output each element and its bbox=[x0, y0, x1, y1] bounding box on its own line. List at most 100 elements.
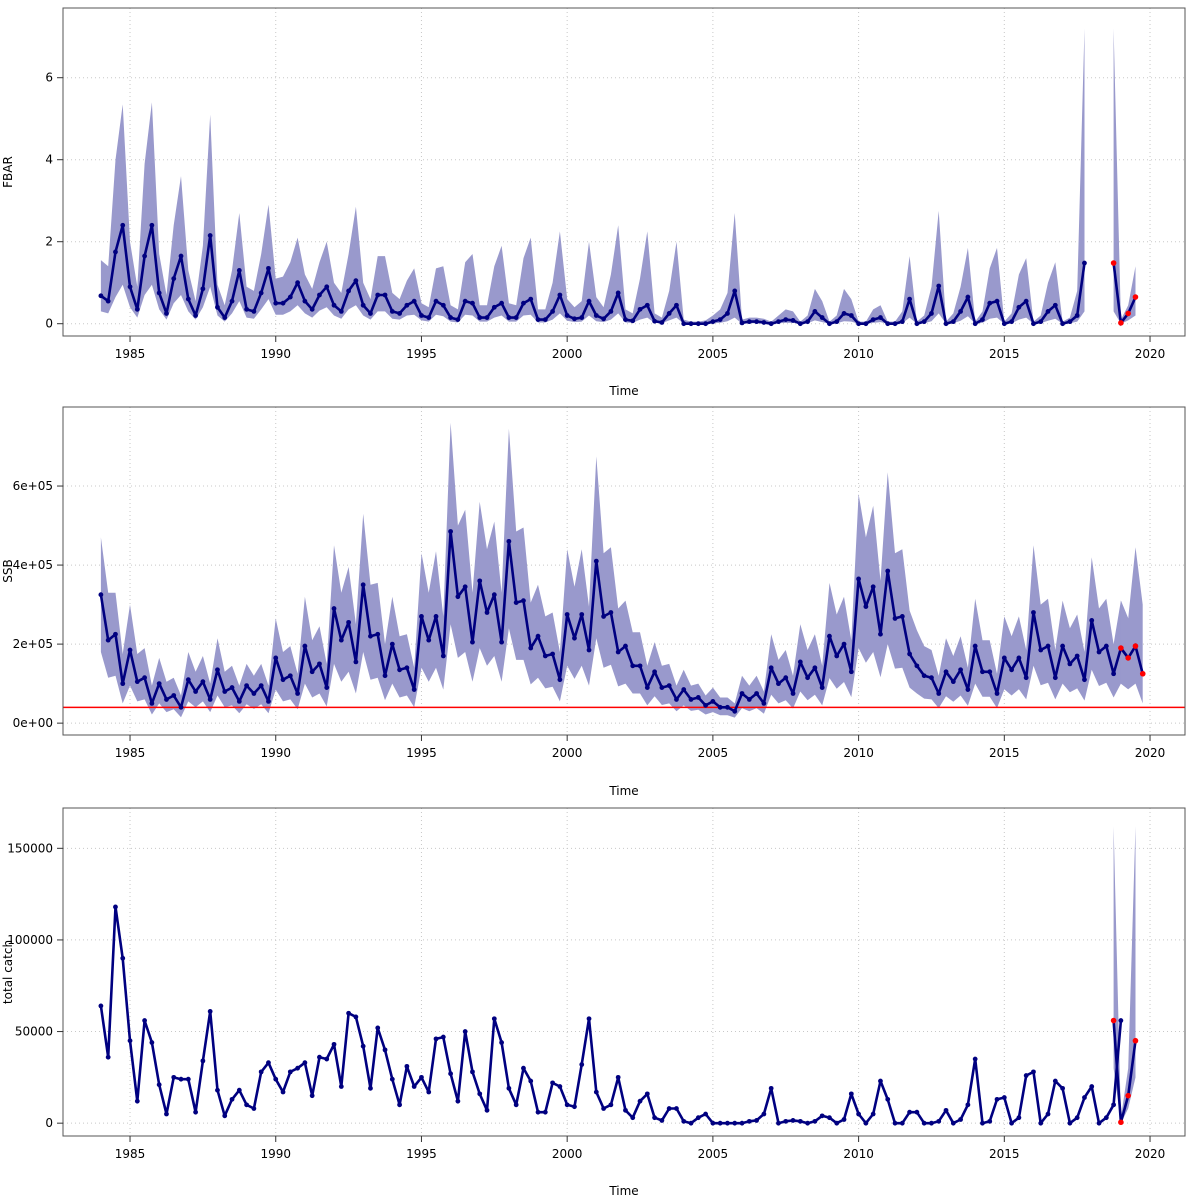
fbar-y-tick-label: 4 bbox=[45, 153, 53, 167]
catch-projection-point bbox=[1118, 1119, 1124, 1126]
ssb-point bbox=[841, 641, 847, 647]
ssb-point bbox=[419, 614, 424, 619]
ssb-point bbox=[156, 681, 162, 687]
ssb-point bbox=[499, 639, 504, 645]
ssb-y-tick-label: 4e+05 bbox=[13, 558, 53, 572]
ssb-point bbox=[433, 614, 439, 619]
ssb-x-tick-label: 2005 bbox=[698, 746, 729, 760]
fbar-point bbox=[462, 298, 468, 304]
fbar-point bbox=[790, 318, 796, 323]
ssb-point bbox=[120, 681, 126, 687]
catch-x-tick-label: 1985 bbox=[115, 1147, 146, 1161]
catch-point bbox=[171, 1074, 177, 1080]
catch-y-tick-label: 150000 bbox=[7, 841, 53, 855]
catch-point bbox=[674, 1106, 679, 1111]
fbar-point bbox=[295, 280, 300, 286]
ssb-point bbox=[776, 681, 781, 687]
ssb-point bbox=[98, 592, 104, 598]
ssb-point bbox=[513, 600, 519, 606]
catch-point bbox=[1045, 1111, 1051, 1117]
ssb-point bbox=[870, 584, 876, 590]
catch-point bbox=[491, 1016, 497, 1022]
ssb-point bbox=[725, 704, 730, 710]
fbar-point bbox=[914, 321, 920, 327]
ssb-point bbox=[185, 677, 191, 683]
catch-point bbox=[754, 1118, 759, 1123]
ssb-point bbox=[462, 584, 468, 590]
catch-point bbox=[1089, 1084, 1095, 1089]
catch-x-tick-label: 2020 bbox=[1135, 1147, 1166, 1161]
ssb-point bbox=[215, 667, 220, 673]
fbar-point bbox=[433, 298, 439, 304]
fbar-x-tick-label: 1995 bbox=[406, 347, 437, 361]
catch-y-tick-label: 50000 bbox=[15, 1025, 53, 1039]
ssb-point bbox=[1009, 667, 1014, 673]
ssb-point bbox=[856, 576, 861, 582]
catch-point bbox=[207, 1008, 213, 1014]
fbar-y-axis-label: FBAR bbox=[1, 156, 15, 188]
catch-point bbox=[338, 1084, 344, 1089]
fbar-point bbox=[302, 298, 308, 304]
ssb-point bbox=[389, 641, 395, 647]
ssb-x-tick-label: 2010 bbox=[843, 746, 874, 760]
catch-point bbox=[615, 1074, 621, 1080]
catch-point bbox=[185, 1076, 191, 1082]
fbar-point bbox=[761, 320, 767, 325]
fbar-point bbox=[899, 319, 905, 325]
catch-point bbox=[215, 1087, 220, 1093]
ssb-point bbox=[674, 697, 679, 702]
fbar-point bbox=[134, 306, 140, 312]
catch-x-tick-label: 2015 bbox=[989, 1147, 1020, 1161]
ssb-point bbox=[477, 578, 483, 584]
fbar-point bbox=[506, 315, 512, 320]
fbar-point bbox=[1074, 313, 1080, 318]
fbar-point bbox=[222, 315, 228, 320]
ssb-point bbox=[127, 647, 133, 653]
fbar-point bbox=[411, 298, 417, 304]
ssb-point bbox=[105, 637, 111, 643]
ssb-point bbox=[273, 655, 279, 661]
fbar-point bbox=[309, 306, 315, 312]
ssb-point bbox=[972, 643, 978, 649]
catch-point bbox=[236, 1087, 242, 1093]
catch-point bbox=[149, 1040, 155, 1045]
fbar-point bbox=[419, 313, 424, 318]
fbar-point bbox=[593, 313, 599, 318]
fbar-point bbox=[455, 317, 461, 322]
catch-x-tick-label: 2000 bbox=[552, 1147, 583, 1161]
fbar-point bbox=[819, 315, 825, 320]
ssb-point bbox=[207, 697, 213, 702]
catch-point bbox=[805, 1120, 810, 1126]
fbar-point bbox=[236, 268, 242, 273]
ssb-point bbox=[142, 675, 148, 681]
ssb-point bbox=[470, 639, 475, 645]
ssb-point bbox=[258, 683, 264, 689]
fbar-projection-point bbox=[1118, 320, 1124, 326]
ssb-point bbox=[703, 702, 708, 708]
catch-point bbox=[462, 1029, 468, 1034]
catch-point bbox=[848, 1091, 854, 1097]
catch-point bbox=[958, 1117, 963, 1122]
catch-point bbox=[1001, 1095, 1007, 1100]
catch-point bbox=[834, 1120, 840, 1126]
fbar-point bbox=[1082, 260, 1087, 266]
ssb-point bbox=[324, 685, 330, 690]
fbar-point bbox=[936, 283, 942, 289]
catch-point bbox=[142, 1018, 148, 1023]
fbar-point bbox=[972, 321, 978, 327]
catch-point bbox=[433, 1036, 439, 1042]
catch-x-tick-label: 2005 bbox=[698, 1147, 729, 1161]
ssb-point bbox=[943, 669, 949, 675]
ssb-point bbox=[1031, 610, 1036, 615]
fbar-point bbox=[630, 318, 636, 324]
fbar-point bbox=[1052, 302, 1058, 308]
fbar-point bbox=[258, 290, 264, 296]
catch-point bbox=[521, 1065, 526, 1071]
fbar-point bbox=[572, 316, 577, 322]
catch-point bbox=[783, 1118, 789, 1124]
catch-projection-point bbox=[1132, 1037, 1139, 1044]
catch-point bbox=[331, 1041, 337, 1047]
fbar-point bbox=[280, 300, 286, 306]
fbar-point bbox=[1023, 298, 1029, 304]
